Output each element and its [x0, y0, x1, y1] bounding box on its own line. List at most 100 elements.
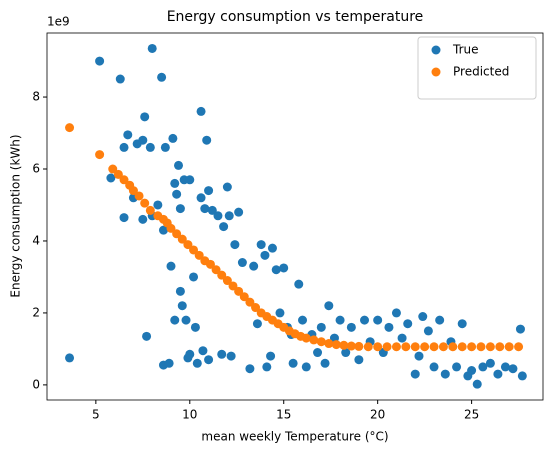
point — [234, 286, 244, 296]
y-tick-label: 8 — [32, 90, 40, 104]
point — [202, 135, 212, 145]
point — [354, 341, 364, 351]
point — [249, 261, 259, 271]
point — [452, 362, 462, 372]
chart-title: Energy consumption vs temperature — [167, 9, 424, 25]
point — [224, 211, 234, 221]
y-axis-label: Energy consumption (kWh) — [9, 134, 23, 297]
point — [204, 355, 214, 365]
plot-frame — [46, 32, 544, 401]
point — [157, 72, 167, 82]
point — [175, 204, 185, 214]
point — [313, 348, 323, 358]
x-tick-label: 10 — [182, 408, 197, 422]
point — [260, 250, 270, 260]
point — [140, 112, 150, 122]
point — [239, 292, 249, 302]
point — [457, 319, 467, 329]
point — [65, 353, 75, 363]
point — [228, 281, 238, 291]
point — [339, 340, 349, 350]
point — [403, 319, 413, 329]
point — [145, 142, 155, 152]
point — [65, 123, 75, 133]
point — [467, 365, 477, 375]
point — [194, 250, 204, 260]
point — [354, 355, 364, 365]
point — [271, 265, 281, 275]
point — [262, 362, 272, 372]
point — [435, 315, 445, 325]
point — [190, 322, 200, 332]
point — [324, 301, 334, 311]
point — [164, 358, 174, 368]
point — [119, 142, 129, 152]
point — [106, 173, 116, 183]
point — [189, 245, 199, 255]
point — [440, 369, 450, 379]
point — [316, 322, 326, 332]
point — [95, 56, 105, 66]
point — [373, 342, 383, 352]
point — [331, 340, 341, 350]
point — [211, 265, 221, 275]
point — [288, 358, 298, 368]
point — [158, 225, 168, 235]
point — [316, 337, 326, 347]
point — [177, 234, 187, 244]
point — [448, 342, 458, 352]
point — [324, 339, 334, 349]
point — [508, 364, 518, 374]
point — [198, 346, 208, 356]
y-tick-label: 0 — [32, 377, 40, 391]
point — [213, 211, 223, 221]
point — [514, 342, 524, 352]
point — [222, 276, 232, 286]
point — [119, 213, 129, 223]
point — [420, 342, 430, 352]
point — [410, 342, 420, 352]
point — [391, 308, 401, 318]
point — [423, 326, 433, 336]
legend-box — [417, 36, 537, 100]
point — [207, 205, 217, 215]
point — [174, 160, 184, 170]
point — [384, 322, 394, 332]
point — [219, 222, 229, 232]
point — [196, 193, 206, 203]
point — [138, 135, 148, 145]
y-tick-label: 4 — [32, 233, 40, 247]
point — [115, 74, 125, 84]
point — [245, 297, 255, 307]
point — [410, 369, 420, 379]
point — [113, 169, 123, 179]
point — [298, 315, 308, 325]
point — [168, 133, 178, 143]
point — [256, 240, 266, 250]
point — [222, 182, 232, 192]
point — [373, 315, 383, 325]
point — [172, 189, 182, 199]
legend-label: True — [452, 43, 479, 57]
point — [294, 279, 304, 289]
point — [457, 342, 467, 352]
point — [245, 364, 255, 374]
point — [189, 272, 199, 282]
point — [134, 191, 144, 201]
point — [237, 258, 247, 268]
point — [234, 207, 244, 217]
x-axis-label: mean weekly Temperature (°C) — [201, 430, 388, 444]
point — [128, 186, 138, 196]
point — [205, 259, 215, 269]
point — [185, 349, 195, 359]
point — [185, 175, 195, 185]
point — [438, 342, 448, 352]
point — [301, 333, 311, 343]
point — [279, 263, 289, 273]
point — [429, 342, 439, 352]
y-tick-label: 2 — [32, 305, 40, 319]
point — [515, 324, 525, 334]
point — [397, 333, 407, 343]
point — [119, 175, 129, 185]
point — [414, 351, 424, 361]
